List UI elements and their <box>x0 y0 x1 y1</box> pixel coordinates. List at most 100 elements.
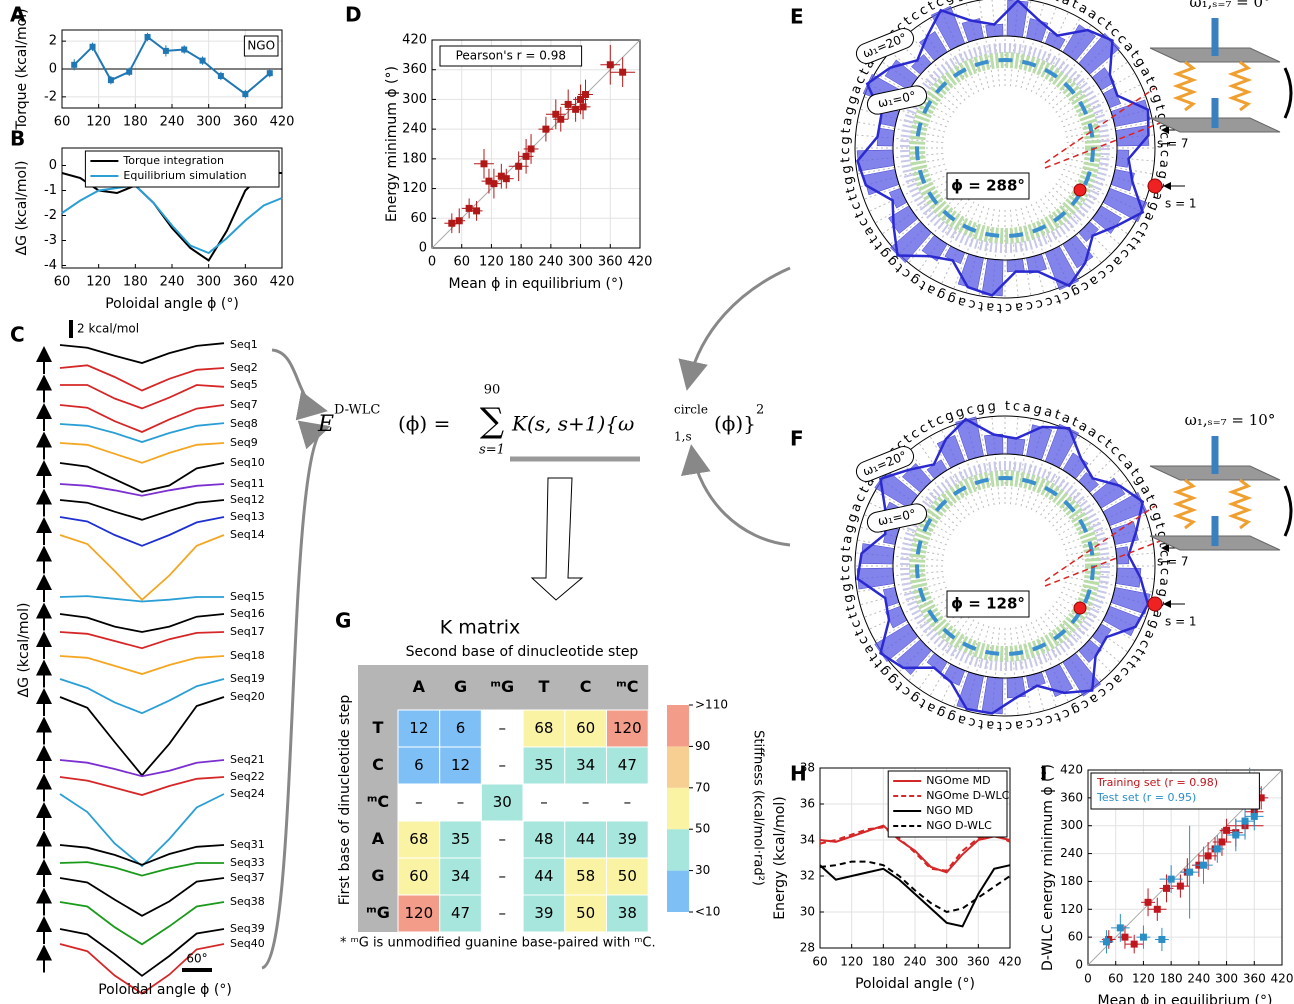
table-cell <box>606 894 649 933</box>
spoke <box>1009 627 1019 716</box>
y-axis-label: Torque (kcal/mol) <box>14 8 30 130</box>
cell-value: 44 <box>534 867 553 885</box>
scale-bar <box>182 968 212 972</box>
x-tick-label: 360 <box>967 955 990 969</box>
header-bg <box>358 665 649 710</box>
y-tick-label: 180 <box>1060 874 1083 888</box>
column-header: A <box>413 677 426 696</box>
x-tick-label: 60 <box>54 115 71 130</box>
ridge-line <box>59 364 225 392</box>
series-label: Seq2 <box>230 361 258 374</box>
x-tick-label: 120 <box>86 115 111 130</box>
site-label: s = 1 <box>1165 615 1197 629</box>
legend-label: NGO D-WLC <box>926 819 992 832</box>
eq-arg: (ϕ) = <box>398 412 450 436</box>
y-tick-label: 0 <box>419 241 427 256</box>
series-label: Seq20 <box>230 690 265 703</box>
marker <box>242 91 249 98</box>
x-tick-label: 300 <box>196 275 221 290</box>
eq-lower: s=1 <box>479 443 505 458</box>
point <box>502 175 510 183</box>
x-axis-label: Mean ϕ in equilibrium (°) <box>1098 993 1273 1004</box>
plot-frame <box>819 767 1011 949</box>
spoke <box>1065 158 1153 175</box>
x-tick-label: 180 <box>1160 972 1183 986</box>
spoke <box>1009 209 1019 298</box>
cell-value: 34 <box>576 756 595 774</box>
point <box>527 145 535 153</box>
cell-value: 39 <box>618 830 637 848</box>
histogram-bar <box>985 23 1004 38</box>
table-cell <box>606 820 649 859</box>
connector-arrow <box>261 420 331 970</box>
series-label: Seq17 <box>230 625 265 638</box>
x-axis-label: Poloidal angle ϕ (°) <box>98 982 232 998</box>
y-tick-label: 34 <box>800 833 815 847</box>
point <box>1204 852 1212 860</box>
x-tick-label: 420 <box>999 955 1022 969</box>
x-tick-label: 120 <box>1132 972 1155 986</box>
x-tick-label: 360 <box>233 275 258 290</box>
point <box>552 110 560 118</box>
point <box>619 68 627 76</box>
cell-value: 68 <box>409 830 428 848</box>
panel-letter: D <box>345 3 362 27</box>
dna-ring <box>900 461 1110 671</box>
ridge-line <box>59 877 225 917</box>
y-tick-label: 360 <box>1060 790 1083 804</box>
cell-value: – <box>457 793 465 811</box>
panel-letter: E <box>790 5 804 29</box>
eq-omega-sup: circle <box>674 403 708 417</box>
cell-value: 68 <box>534 719 553 737</box>
spoke <box>1020 207 1045 294</box>
point <box>1250 812 1258 820</box>
point <box>1257 794 1265 802</box>
point <box>1167 875 1175 883</box>
series-label: Seq13 <box>230 510 265 523</box>
y-tick-label: 360 <box>402 62 427 77</box>
ridge-line <box>59 516 225 547</box>
ridge-line <box>59 844 225 866</box>
point <box>577 95 585 103</box>
site-label: s = 7 <box>1157 555 1189 569</box>
x-tick-label: 420 <box>628 255 653 270</box>
y-tick-label: 420 <box>1060 763 1083 777</box>
cell-value: 47 <box>618 756 637 774</box>
ridge-line <box>59 696 225 777</box>
x-axis-label: Mean ϕ in equilibrium (°) <box>449 276 624 292</box>
inset-bracket <box>1283 67 1293 119</box>
legend-label: Test set (r = 0.95) <box>1096 791 1196 804</box>
marker <box>107 77 114 84</box>
y-tick-label: 28 <box>800 941 815 955</box>
panel-letter: F <box>790 427 804 451</box>
histogram-bar <box>1115 125 1150 147</box>
colorbar-tick-label: 30 <box>695 863 710 877</box>
series-label: Seq16 <box>230 607 265 620</box>
line <box>819 826 1011 872</box>
x-tick-label: 180 <box>872 955 895 969</box>
cell-value: – <box>499 867 507 885</box>
row-header: A <box>372 829 385 848</box>
point <box>515 162 523 170</box>
point <box>579 103 587 111</box>
spoke <box>1009 416 1019 505</box>
legend-box <box>84 150 280 188</box>
marker <box>71 61 78 68</box>
legend-label: Training set (r = 0.98) <box>1096 776 1218 789</box>
marker <box>144 33 151 40</box>
cell-value: 47 <box>451 904 470 922</box>
y-tick-label: 0 <box>1075 958 1083 972</box>
y-tick-label: -1 <box>44 183 57 198</box>
cell-value: 120 <box>613 719 642 737</box>
x-tick-label: 120 <box>86 275 111 290</box>
row-header: ᵐC <box>367 792 389 811</box>
cell-value: 58 <box>576 867 595 885</box>
y-tick-label: 60 <box>410 211 427 226</box>
point <box>497 172 505 180</box>
histogram-bar <box>856 567 895 590</box>
inset-bracket <box>1283 485 1293 537</box>
histogram-bar <box>1115 149 1130 168</box>
spoke <box>857 121 945 138</box>
x-tick-label: 180 <box>123 115 148 130</box>
legend-label: NGOme D-WLC <box>926 789 1009 802</box>
